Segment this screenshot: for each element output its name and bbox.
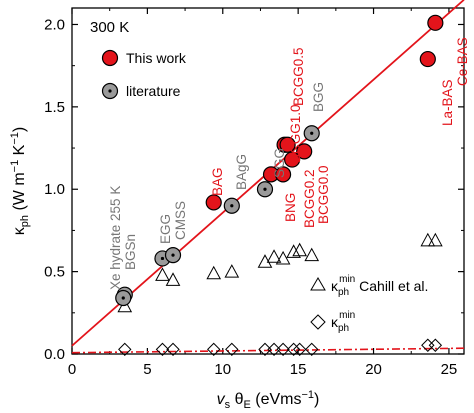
cahill-triangle-marker (206, 265, 222, 280)
point-label: BGG (311, 82, 326, 112)
point-label: BGSn (123, 234, 138, 270)
min-diamond-marker (305, 342, 319, 357)
y-tick-label: 0.5 (44, 264, 65, 281)
y-tick-label: 1.5 (44, 99, 65, 116)
cahill-triangle-marker (224, 264, 240, 278)
cahill-triangle-marker (304, 247, 320, 262)
legend-min-marker (310, 314, 326, 330)
point-label: BCGG0.2 (302, 169, 317, 228)
this-work-marker (296, 143, 313, 160)
min-diamond-marker (258, 342, 272, 357)
x-tick-label: 25 (441, 361, 458, 378)
legend-min-label: κphmin (331, 310, 355, 334)
cahill-triangle-marker (292, 242, 308, 257)
cahill-triangle-marker (286, 244, 301, 258)
x-tick-label: 15 (290, 361, 307, 378)
data-markers (115, 14, 444, 357)
min-diamond-marker (292, 342, 307, 357)
legend-this-work-marker (101, 49, 119, 67)
cahill-triangle-marker (420, 232, 436, 247)
this-work-marker (205, 194, 222, 211)
literature-marker-dot (230, 204, 234, 208)
point-label: BCGG0.0 (316, 165, 331, 224)
y-tick-label: 0.0 (44, 346, 65, 363)
cahill-triangle-marker (155, 267, 170, 281)
point-labels: BAG BNG BCGG1.0 BCGG0.2 BCGG0.0 BCGG0.5 La-BAS… (108, 37, 470, 290)
legend-cahill-label: κphmin Cahill et al. (331, 274, 428, 298)
this-work-marker (274, 166, 292, 183)
this-work-marker (427, 14, 444, 31)
this-work-marker (284, 151, 301, 168)
legend-cahill-marker (310, 277, 326, 291)
legend-literature-dot (108, 89, 112, 93)
point-label: BNG (283, 193, 298, 222)
temperature-label: 300 K (90, 19, 129, 36)
x-tick-label: 20 (365, 361, 382, 378)
literature-marker-dot (121, 296, 125, 300)
point-label: BCGG1.0 (288, 104, 303, 163)
point-label: BAG (210, 167, 225, 196)
legend-top: This work literature (101, 49, 187, 100)
point-label: Xe hydrate 255 K (108, 186, 123, 290)
literature-marker-dot (310, 131, 314, 135)
y-tick-label: 1.0 (44, 181, 65, 198)
min-diamond-marker (155, 342, 170, 357)
cahill-triangle-marker (266, 249, 282, 263)
cahill-triangle-marker (275, 250, 291, 265)
min-diamond-marker (286, 342, 301, 357)
axis-ticks: 0 5 10 15 20 25 0.0 0.5 1.0 1.5 2.0 (44, 8, 464, 378)
min-diamond-marker (207, 342, 221, 357)
this-work-marker (419, 50, 436, 68)
x-tick-label: 0 (68, 361, 76, 378)
point-label: Ce-BAS (455, 37, 470, 86)
x-axis-label: vs θE (eVms−1) (217, 389, 320, 411)
point-label: BAgG (234, 154, 249, 190)
legend-bottom: κphmin Cahill et al. κphmin (310, 274, 428, 334)
x-tick-label: 10 (214, 361, 231, 378)
point-label: BCGG0.5 (291, 47, 306, 106)
point-label: EGG (158, 214, 173, 244)
literature-marker-dot (263, 187, 267, 191)
cahill-triangle-marker (428, 232, 443, 247)
min-diamond-marker (225, 342, 239, 357)
cahill-triangle-marker (165, 272, 181, 286)
min-diamond-marker (267, 342, 281, 357)
min-diamond-marker (276, 342, 290, 357)
literature-marker-dot (171, 253, 175, 257)
legend-literature-label: literature (126, 83, 181, 99)
y-axis-label: κph (W m−1 K−1) (9, 127, 31, 235)
literature-marker-dot (160, 256, 165, 261)
this-work-marker (279, 136, 296, 153)
min-diamond-marker (118, 342, 132, 357)
y-tick-label: 2.0 (44, 16, 65, 33)
min-diamond-marker (428, 338, 443, 352)
x-tick-label: 5 (143, 361, 151, 378)
plot-frame (71, 7, 465, 355)
minimum-fit-line (71, 347, 465, 354)
point-label: SGG (272, 148, 287, 178)
point-label: La-BAS (440, 79, 455, 126)
point-label: CMSS (173, 201, 188, 240)
legend-this-work-label: This work (126, 50, 187, 66)
min-diamond-marker (166, 342, 180, 357)
